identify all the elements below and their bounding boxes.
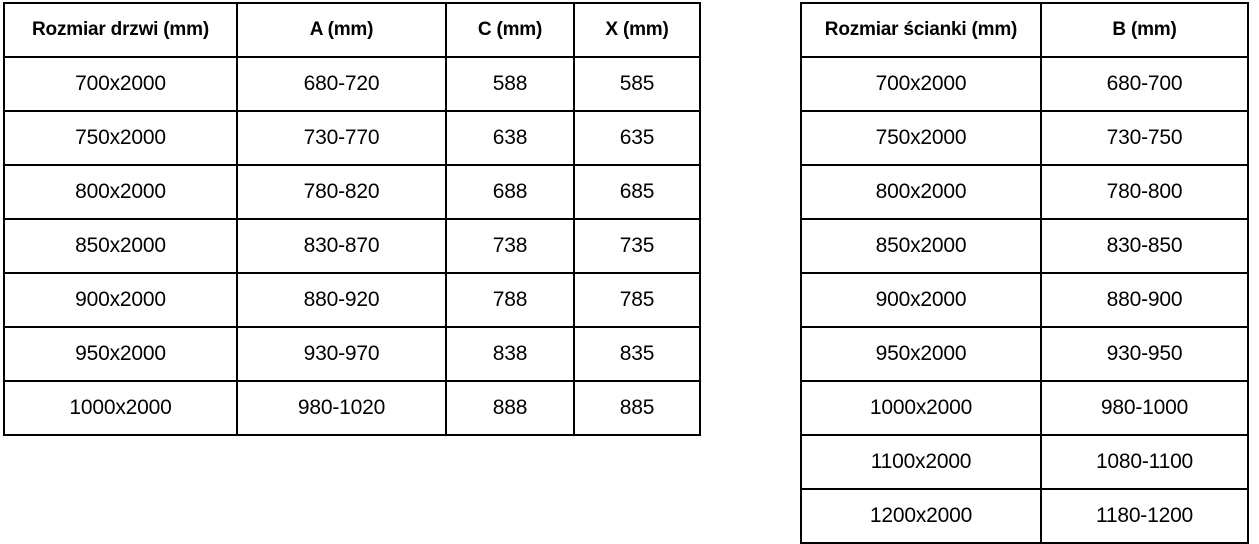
- cell-x: 885: [573, 380, 701, 436]
- wall-size-table: Rozmiar ścianki (mm) B (mm) 700x2000 680…: [800, 2, 1249, 544]
- cell-wall-size: 900x2000: [800, 272, 1042, 328]
- cell-b: 1080-1100: [1040, 434, 1249, 490]
- table-row: 700x2000 680-700: [800, 56, 1249, 112]
- cell-door-size: 1000x2000: [3, 380, 238, 436]
- cell-door-size: 850x2000: [3, 218, 238, 274]
- cell-c: 688: [445, 164, 575, 220]
- cell-x: 835: [573, 326, 701, 382]
- cell-x: 635: [573, 110, 701, 166]
- cell-door-size: 750x2000: [3, 110, 238, 166]
- cell-a: 930-970: [236, 326, 447, 382]
- cell-wall-size: 1100x2000: [800, 434, 1042, 490]
- cell-door-size: 800x2000: [3, 164, 238, 220]
- cell-wall-size: 1200x2000: [800, 488, 1042, 544]
- cell-b: 1180-1200: [1040, 488, 1249, 544]
- table-row: 800x2000 780-820 688 685: [3, 164, 701, 220]
- cell-wall-size: 850x2000: [800, 218, 1042, 274]
- table-row: 1000x2000 980-1000: [800, 380, 1249, 436]
- cell-door-size: 900x2000: [3, 272, 238, 328]
- cell-a: 830-870: [236, 218, 447, 274]
- column-header-door-size: Rozmiar drzwi (mm): [3, 2, 238, 58]
- column-header-c: C (mm): [445, 2, 575, 58]
- cell-a: 880-920: [236, 272, 447, 328]
- table-header-row: Rozmiar drzwi (mm) A (mm) C (mm) X (mm): [3, 2, 701, 58]
- door-size-table: Rozmiar drzwi (mm) A (mm) C (mm) X (mm) …: [3, 2, 701, 436]
- cell-x: 735: [573, 218, 701, 274]
- cell-x: 685: [573, 164, 701, 220]
- cell-b: 730-750: [1040, 110, 1249, 166]
- table-row: 900x2000 880-920 788 785: [3, 272, 701, 328]
- column-header-wall-size: Rozmiar ścianki (mm): [800, 2, 1042, 58]
- table-row: 1200x2000 1180-1200: [800, 488, 1249, 544]
- table-row: 950x2000 930-970 838 835: [3, 326, 701, 382]
- cell-c: 738: [445, 218, 575, 274]
- cell-a: 680-720: [236, 56, 447, 112]
- cell-c: 638: [445, 110, 575, 166]
- cell-b: 830-850: [1040, 218, 1249, 274]
- table-row: 1000x2000 980-1020 888 885: [3, 380, 701, 436]
- cell-wall-size: 950x2000: [800, 326, 1042, 382]
- table-row: 750x2000 730-770 638 635: [3, 110, 701, 166]
- cell-wall-size: 750x2000: [800, 110, 1042, 166]
- table-row: 850x2000 830-870 738 735: [3, 218, 701, 274]
- column-header-a: A (mm): [236, 2, 447, 58]
- table-row: 800x2000 780-800: [800, 164, 1249, 220]
- cell-x: 585: [573, 56, 701, 112]
- cell-a: 980-1020: [236, 380, 447, 436]
- cell-wall-size: 700x2000: [800, 56, 1042, 112]
- cell-wall-size: 1000x2000: [800, 380, 1042, 436]
- table-header-row: Rozmiar ścianki (mm) B (mm): [800, 2, 1249, 58]
- cell-b: 980-1000: [1040, 380, 1249, 436]
- cell-door-size: 700x2000: [3, 56, 238, 112]
- cell-x: 785: [573, 272, 701, 328]
- cell-c: 838: [445, 326, 575, 382]
- cell-a: 780-820: [236, 164, 447, 220]
- cell-b: 930-950: [1040, 326, 1249, 382]
- cell-b: 880-900: [1040, 272, 1249, 328]
- table-row: 900x2000 880-900: [800, 272, 1249, 328]
- table-row: 850x2000 830-850: [800, 218, 1249, 274]
- column-header-x: X (mm): [573, 2, 701, 58]
- table-row: 950x2000 930-950: [800, 326, 1249, 382]
- cell-b: 780-800: [1040, 164, 1249, 220]
- cell-a: 730-770: [236, 110, 447, 166]
- cell-door-size: 950x2000: [3, 326, 238, 382]
- table-row: 750x2000 730-750: [800, 110, 1249, 166]
- table-row: 1100x2000 1080-1100: [800, 434, 1249, 490]
- table-row: 700x2000 680-720 588 585: [3, 56, 701, 112]
- cell-c: 788: [445, 272, 575, 328]
- cell-wall-size: 800x2000: [800, 164, 1042, 220]
- cell-c: 588: [445, 56, 575, 112]
- column-header-b: B (mm): [1040, 2, 1249, 58]
- cell-b: 680-700: [1040, 56, 1249, 112]
- cell-c: 888: [445, 380, 575, 436]
